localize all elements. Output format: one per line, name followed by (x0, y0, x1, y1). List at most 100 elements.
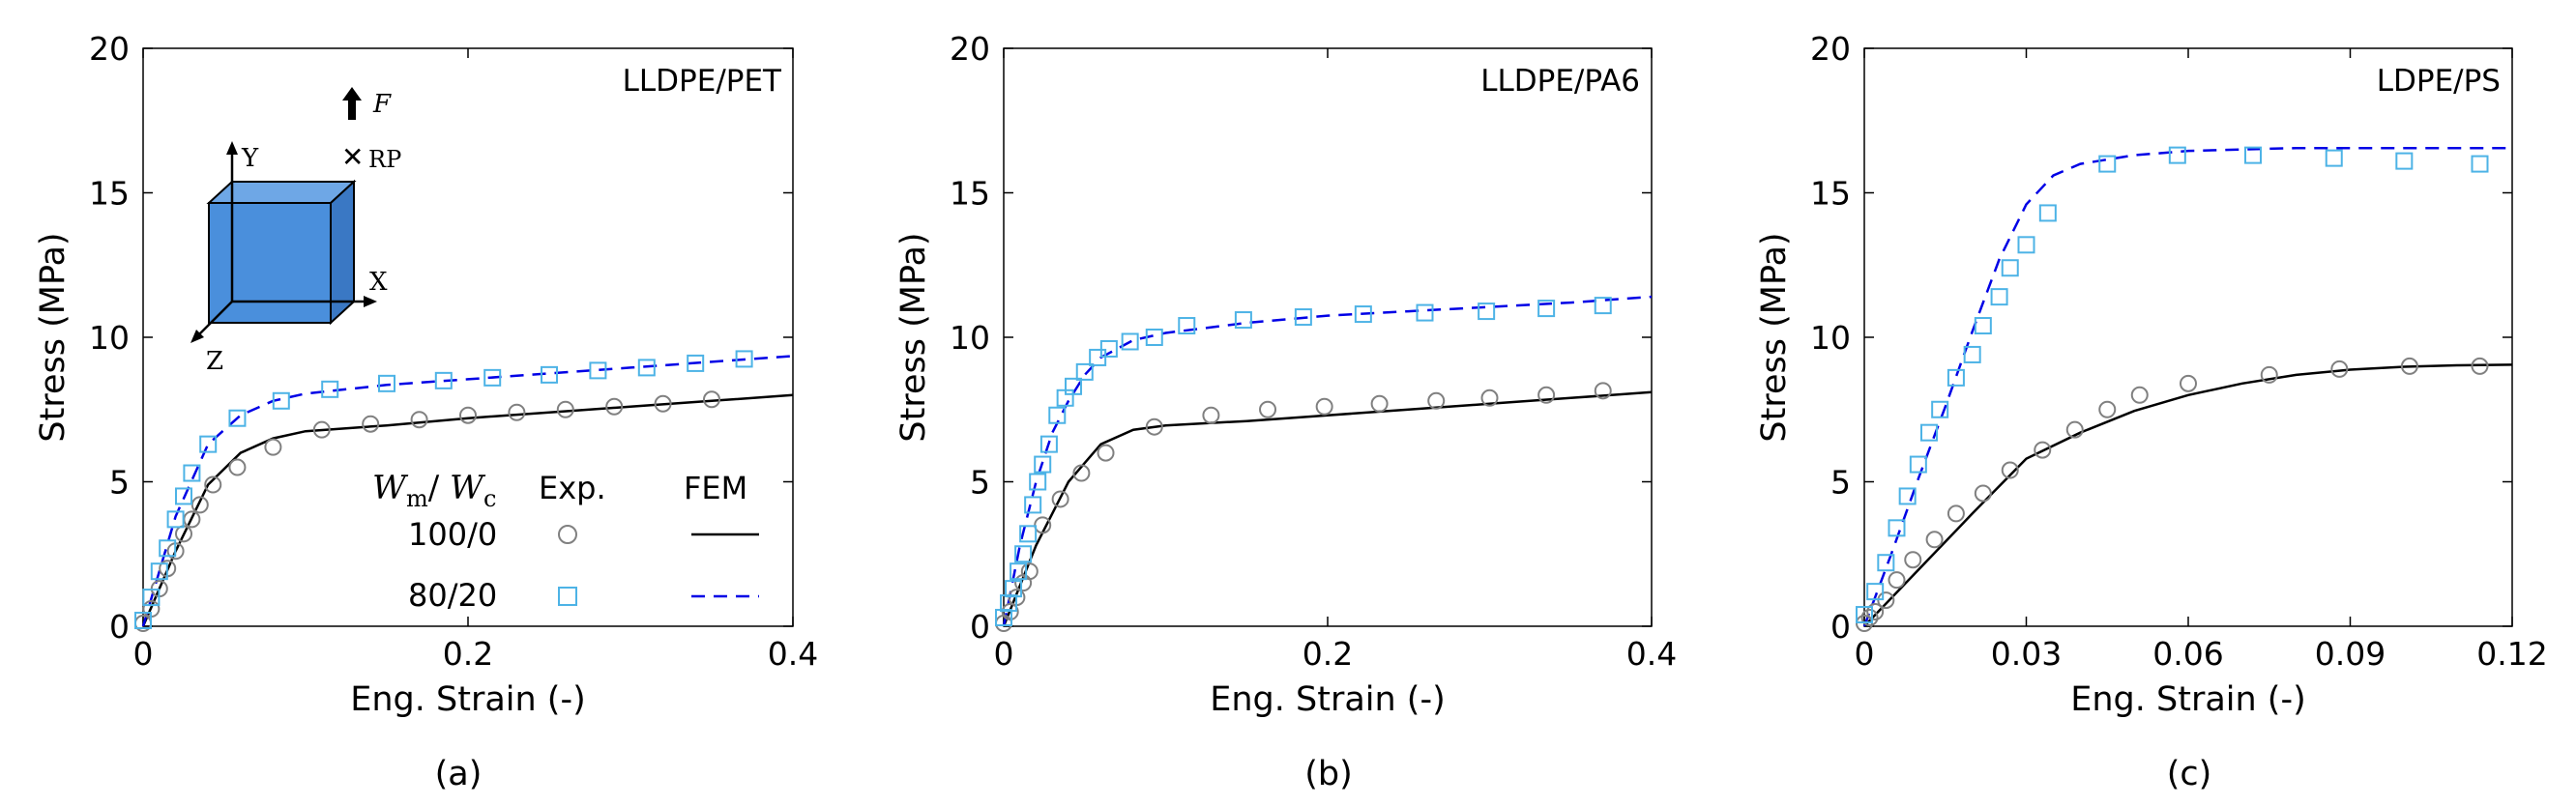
y-axis-letter: Y (241, 144, 259, 173)
exp-square-point (1145, 329, 1163, 346)
z-axis-arrowhead (190, 330, 204, 343)
legend-header: Wm/ Wc (372, 469, 496, 512)
exp-circle-point (1259, 400, 1277, 418)
exp-square-point (272, 391, 290, 410)
y-tick-label: 20 (950, 30, 990, 68)
exp-circle-point (1974, 484, 1992, 503)
z-axis-arrow (194, 301, 233, 339)
exp-square-point (1234, 311, 1252, 330)
x-tick-label: 0.09 (2315, 635, 2386, 673)
x-axis-letter: X (369, 268, 388, 297)
x-axis-label: Eng. Strain (-) (1210, 680, 1446, 719)
x-tick-label: 0.2 (443, 635, 493, 673)
exp-square-point (2001, 259, 2019, 277)
legend-row-100-0: 100/0 (408, 516, 497, 553)
exp-circle-point (264, 438, 282, 456)
exp-circle-point (2260, 365, 2278, 384)
exp-circle-point (1537, 386, 1556, 404)
exp-circle-point (2034, 441, 2052, 459)
exp-circle-point (410, 411, 428, 429)
exp-square-point (1856, 606, 1873, 624)
exp-square-point (589, 361, 607, 380)
exp-square-point (1121, 332, 1139, 351)
exp-square-point (1019, 525, 1038, 543)
exp-circle-point (1594, 382, 1612, 400)
exp-square-point (1178, 317, 1196, 335)
panel-caption: (a) (435, 755, 483, 793)
exp-square-point (134, 612, 152, 630)
fem-dashed-line (1002, 295, 1653, 627)
exp-circle-point (2130, 386, 2149, 404)
y-tick-label: 0 (970, 608, 990, 646)
legend-col-fem: FEM (684, 470, 747, 506)
x-axis-arrowhead (364, 296, 377, 307)
cube-schematic: Y X Z F ✕ RP (190, 87, 401, 376)
exp-square-point (1898, 487, 1917, 505)
exp-square-point (228, 409, 247, 427)
exp-circle-point (1427, 391, 1446, 410)
exp-square-point (687, 354, 705, 372)
exp-circle-point (228, 458, 247, 476)
legend-circle-marker (558, 525, 577, 544)
exp-circle-point (362, 415, 380, 433)
exp-square-point (159, 539, 177, 558)
exp-square-point (1594, 297, 1612, 315)
exp-square-point (2168, 146, 2186, 164)
exp-square-point (183, 464, 201, 482)
exp-circle-point (1888, 571, 1906, 590)
y-tick-label: 5 (970, 464, 990, 502)
z-axis-letter: Z (206, 347, 223, 376)
exp-square-point (2471, 155, 2489, 173)
exp-square-point (1963, 345, 1981, 363)
legend: Wm/ Wc Exp. FEM 100/0 80/20 (372, 469, 759, 614)
exp-square-point (2038, 204, 2057, 222)
exp-square-point (142, 589, 161, 607)
exp-circle-point (2400, 357, 2418, 375)
exp-square-point (1099, 339, 1118, 358)
y-axis-arrowhead (226, 141, 238, 155)
exp-circle-point (2001, 461, 2019, 479)
exp-circle-point (1370, 394, 1389, 413)
exp-circle-point (2180, 374, 2197, 392)
x-tick-label: 0 (133, 635, 154, 673)
legend-square-marker (558, 587, 577, 606)
exp-circle-point (1202, 406, 1220, 424)
exp-square-point (1034, 455, 1052, 474)
exp-circle-point (1860, 609, 1879, 627)
plot-frame (1863, 47, 2513, 627)
y-tick-label: 15 (950, 175, 990, 213)
exp-circle-point (204, 475, 222, 494)
exp-square-point (150, 562, 168, 581)
exp-square-point (1537, 300, 1556, 318)
x-tick-label: 0.06 (2152, 635, 2223, 673)
exp-square-point (637, 359, 656, 377)
exp-square-point (378, 374, 395, 392)
chart-panel-3: 0 5 10 15 20 0 0.03 0.06 0.09 0.12 Eng. Strain (-)… (1755, 30, 2548, 793)
x-tick-label: 0.2 (1303, 635, 1353, 673)
exp-circle-point (1315, 397, 1333, 416)
exp-square-point (2098, 155, 2117, 173)
exp-square-point (735, 350, 753, 368)
y-tick-label: 10 (89, 319, 130, 357)
reference-point-icon: ✕ (341, 141, 364, 173)
chart-panel-2: 0 5 10 15 20 0 0.2 0.4 Eng. Strain (-) Stress (MP… (894, 30, 1677, 793)
force-label: F (372, 90, 392, 119)
exp-square-point (1048, 406, 1067, 424)
exp-circle-point (1904, 551, 1922, 569)
fem-solid-line (1002, 390, 1653, 627)
legend-col-exp: Exp. (539, 470, 606, 506)
exp-square-point (1294, 308, 1312, 327)
exp-circle-point (703, 390, 720, 409)
y-tick-label: 15 (89, 175, 130, 213)
exp-circle-point (1947, 504, 1965, 523)
exp-square-point (541, 365, 558, 384)
y-axis-label: Stress (MPa) (894, 232, 933, 442)
exp-square-point (1039, 435, 1058, 453)
exp-circle-point (1072, 464, 1091, 482)
plot-frame (1003, 47, 1653, 627)
x-tick-label: 0.4 (1626, 635, 1677, 673)
exp-square-point (1920, 423, 1938, 442)
x-tick-label: 0.4 (768, 635, 818, 673)
exp-square-point (199, 435, 218, 453)
force-arrow-icon (342, 87, 362, 120)
